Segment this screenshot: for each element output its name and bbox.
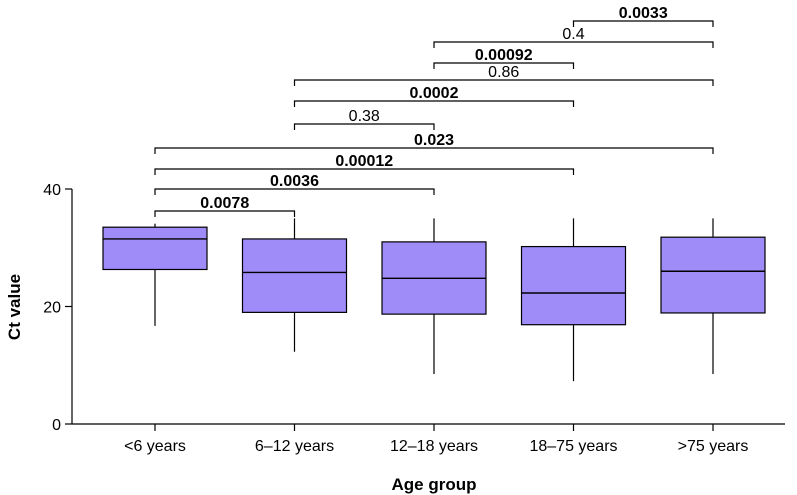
bracket-line	[154, 147, 714, 154]
p-value-label: 0.0033	[619, 5, 668, 22]
box-3	[520, 218, 627, 382]
box-1	[241, 218, 348, 352]
p-value-label: 0.0036	[270, 173, 319, 190]
box-iqr	[102, 226, 208, 271]
bracket-line	[154, 210, 296, 217]
y-axis-title: Ct value	[5, 274, 24, 340]
x-tick-label: 12–18 years	[390, 438, 478, 455]
bracket-line	[154, 168, 575, 175]
box-2	[381, 218, 487, 375]
x-tick-label: 6–12 years	[255, 438, 334, 455]
p-value-label: 0.38	[349, 108, 380, 125]
bracket-line	[293, 79, 714, 86]
bracket-line	[293, 123, 435, 130]
bracket-line	[433, 41, 714, 48]
x-tick-label: <6 years	[124, 438, 186, 455]
bracket-0-1: 0.0078	[154, 195, 296, 217]
y-axis: 0 20 40	[43, 182, 73, 434]
bracket-1-2: 0.38	[293, 108, 435, 130]
bracket-2-4: 0.4	[433, 26, 714, 48]
bracket-0-4: 0.023	[154, 132, 714, 154]
bracket-0-3: 0.00012	[154, 153, 575, 175]
bracket-1-4: 0.86	[293, 64, 714, 86]
p-value-label: 0.0078	[200, 195, 249, 212]
p-value-label: 0.023	[414, 132, 454, 149]
box-series	[102, 218, 766, 382]
y-tick-label: 40	[43, 182, 61, 199]
p-value-label: 0.00092	[475, 47, 533, 64]
box-iqr	[520, 245, 627, 326]
p-value-label: 0.86	[488, 64, 519, 81]
bracket-line	[572, 20, 714, 27]
p-value-label: 0.4	[562, 26, 584, 43]
bracket-line	[433, 62, 575, 69]
y-tick-label: 0	[52, 417, 61, 434]
bracket-line	[154, 188, 435, 195]
bracket-0-2: 0.0036	[154, 173, 435, 195]
bracket-2-3: 0.00092	[433, 47, 575, 69]
x-axis: <6 years 6–12 years 12–18 years 18–75 years…	[72, 423, 785, 455]
box-iqr	[660, 236, 766, 314]
box-4	[660, 218, 766, 375]
box-0	[102, 223, 208, 326]
p-value-label: 0.00012	[335, 153, 393, 170]
bracket-1-3: 0.0002	[293, 85, 575, 107]
bracket-line	[293, 100, 575, 107]
p-value-label: 0.0002	[410, 85, 459, 102]
x-axis-title: Age group	[392, 475, 477, 494]
significance-brackets: 0.00780.00360.000120.0230.380.00020.860.…	[154, 5, 714, 217]
x-tick-label: >75 years	[678, 438, 749, 455]
x-tick-label: 18–75 years	[529, 438, 617, 455]
bracket-3-4: 0.0033	[572, 5, 714, 27]
box-iqr	[241, 238, 348, 313]
y-tick-label: 20	[43, 300, 61, 317]
